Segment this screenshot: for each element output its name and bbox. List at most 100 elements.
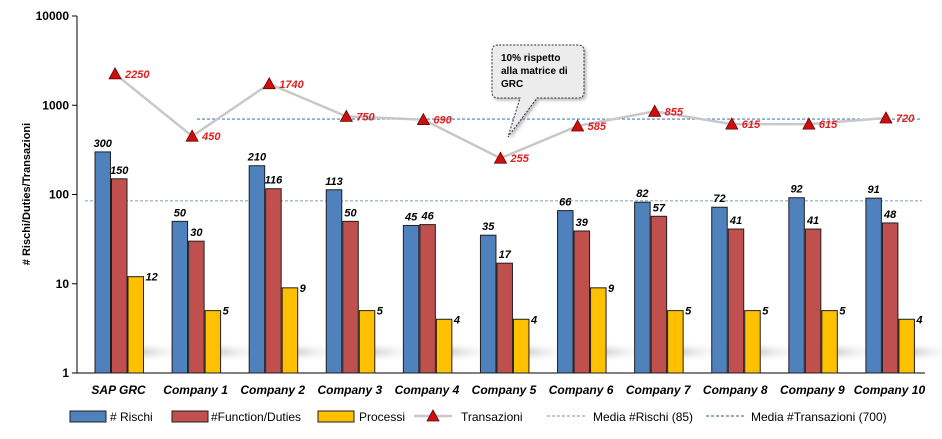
data-label-function-duties: 46: [420, 211, 434, 223]
x-category-label: Company 9: [780, 383, 845, 397]
transazioni-label: 750: [356, 111, 375, 123]
bar-rischi-company-1: [171, 220, 189, 374]
data-label-function-duties: 17: [499, 249, 512, 261]
bar-processi-company-8: [744, 310, 761, 374]
bar-processi-company-1: [204, 310, 222, 374]
bar-rischi-company-4: [402, 224, 420, 374]
bar-rischi-company-10: [865, 197, 882, 374]
data-label-rischi: 72: [713, 193, 725, 205]
data-label-rischi: 92: [790, 184, 802, 196]
x-category-label: Company 5: [472, 383, 537, 397]
bar-rischi-company-7: [634, 201, 651, 374]
legend-label-function-duties: #Function/Duties: [211, 410, 301, 424]
transazioni-label: 690: [433, 115, 452, 127]
bar-function-duties-company-3: [342, 220, 359, 374]
legend-item-media-transazioni: Media #Transazioni (700): [706, 410, 887, 424]
transazioni-marker-company-1: [185, 129, 199, 142]
bar-processi-company-2: [281, 287, 299, 374]
bar-function-duties-company-1: [188, 240, 205, 374]
bar-function-duties-company-9: [804, 228, 822, 374]
y-tick-label: 100: [49, 188, 69, 202]
bar-processi-company-6: [590, 287, 607, 374]
legend-marker-transazioni: [426, 409, 440, 422]
data-label-processi: 5: [762, 306, 769, 318]
bar-processi-company-3: [358, 310, 376, 374]
data-label-rischi: 113: [325, 176, 343, 188]
data-label-processi: 5: [839, 306, 846, 318]
data-label-processi: 5: [685, 306, 692, 318]
data-label-rischi: 210: [247, 152, 267, 164]
annotation-callout: 10% rispetto alla matrice di GRC: [491, 44, 585, 138]
data-label-processi: 9: [300, 283, 307, 295]
bar-rischi-company-9: [788, 197, 805, 374]
callout-bubble: [491, 44, 585, 138]
transazioni-label: 585: [588, 121, 607, 133]
data-label-function-duties: 48: [883, 209, 897, 221]
y-axis-label: # Rischi/Duties/Transazioni: [21, 123, 33, 265]
data-label-function-duties: 50: [344, 207, 357, 219]
callout-line-2: alla matrice di: [501, 66, 568, 77]
data-label-rischi: 66: [559, 197, 572, 209]
bar-function-duties-company-5: [496, 262, 513, 374]
transazioni-marker-company-2: [262, 76, 276, 90]
data-label-rischi: 45: [404, 211, 418, 223]
transazioni-label: 2250: [124, 69, 150, 81]
bar-function-duties-company-2: [265, 188, 282, 374]
x-category-label: Company 1: [163, 383, 228, 397]
data-label-processi: 4: [915, 314, 922, 326]
legend-item-rischi: # Rischi: [69, 410, 153, 424]
legend-label-media-transazioni: Media #Transazioni (700): [751, 410, 887, 424]
y-tick-label: 1: [62, 366, 69, 380]
transazioni-marker-company-9: [802, 117, 816, 130]
legend-label-rischi: # Rischi: [110, 410, 153, 424]
bar-function-duties-company-4: [419, 224, 436, 374]
callout-line-3: GRC: [501, 79, 523, 90]
legend-item-function-duties: #Function/Duties: [171, 410, 301, 424]
transazioni-label: 1740: [279, 79, 304, 91]
transazioni-marker-company-5: [493, 151, 508, 164]
legend-item-media-rischi: Media #Rischi (85): [547, 410, 693, 424]
bar-rischi-company-3: [325, 189, 343, 374]
x-category-label: Company 6: [549, 383, 614, 397]
data-label-function-duties: 150: [110, 165, 129, 177]
callout-line-1: 10% rispetto: [501, 53, 560, 64]
bar-processi-sap-grc: [127, 276, 144, 374]
y-ticks: 1 10 100 1000 10000: [36, 9, 77, 380]
x-category-label: SAP GRC: [91, 383, 146, 397]
transazioni-marker-company-10: [879, 111, 893, 124]
legend-swatch-function-duties: [171, 410, 209, 423]
y-tick-label: 10: [56, 277, 70, 291]
bar-processi-company-4: [435, 318, 453, 374]
bar-rischi-company-5: [479, 234, 497, 374]
bar-function-duties-company-6: [573, 230, 591, 374]
bar-function-duties-company-10: [881, 222, 899, 374]
legend-swatch-processi: [317, 410, 355, 423]
y-tick-label: 10000: [36, 9, 70, 23]
data-label-rischi: 91: [868, 184, 880, 196]
data-label-processi: 4: [530, 314, 537, 326]
transazioni-marker-company-7: [648, 104, 662, 117]
legend-swatch-rischi: [69, 410, 107, 423]
y-tick-label: 1000: [42, 98, 69, 112]
x-categories: SAP GRC Company 1 Company 2 Company 3 Compan…: [91, 383, 925, 397]
data-label-processi: 12: [146, 272, 158, 284]
legend-item-processi: Processi: [317, 410, 405, 424]
data-label-processi: 4: [453, 314, 460, 326]
bar-processi-company-5: [512, 318, 530, 374]
transazioni-marker-company-3: [339, 109, 353, 122]
data-label-function-duties: 41: [729, 215, 742, 227]
bar-processi-company-10: [898, 318, 915, 374]
transazioni-label: 615: [819, 119, 838, 131]
data-label-processi: 5: [223, 306, 230, 318]
x-category-label: Company 4: [395, 383, 460, 397]
legend-label-transazioni: Transazioni: [461, 410, 523, 424]
legend: # Rischi #Function/Duties Processi Trans…: [69, 409, 887, 424]
bar-processi-company-9: [821, 310, 838, 374]
transazioni-marker-company-8: [725, 117, 739, 130]
reference-lines: [85, 118, 922, 202]
x-category-label: Company 10: [854, 383, 926, 397]
legend-label-media-rischi: Media #Rischi (85): [593, 410, 693, 424]
